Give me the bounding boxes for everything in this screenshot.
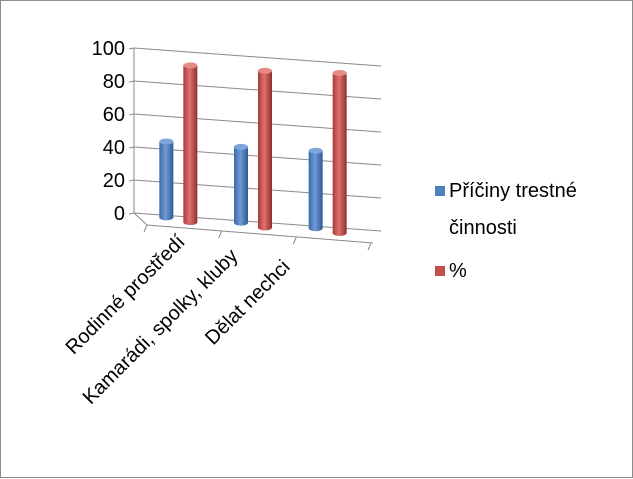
x-tick-mark <box>367 242 372 251</box>
bar-top <box>332 69 347 76</box>
bar-red-1 <box>258 70 272 228</box>
bar-base <box>332 229 347 236</box>
axes <box>128 47 374 251</box>
bars <box>159 62 347 236</box>
bar-top <box>183 62 198 69</box>
y-tick-labels: 0 20 40 60 80 100 <box>92 38 125 225</box>
legend-label-red: % <box>449 260 467 282</box>
y-tick-mark <box>128 113 135 116</box>
bar-red-0 <box>183 65 198 223</box>
y-tick-label: 60 <box>103 104 125 126</box>
floor-front-edge <box>146 224 374 244</box>
bar-base <box>183 219 198 226</box>
y-tick-label: 40 <box>103 137 125 159</box>
y-tick-label: 100 <box>92 38 125 60</box>
y-tick-label: 80 <box>103 71 125 93</box>
bar-base <box>159 214 174 221</box>
gridline-100 <box>133 47 382 67</box>
bar-red-2 <box>332 72 347 233</box>
floor-left-edge <box>133 212 148 226</box>
bar-top <box>308 147 323 154</box>
bar-blue-2 <box>308 150 323 229</box>
legend-swatch-blue <box>435 186 445 196</box>
bar-base <box>308 225 323 232</box>
x-tick-mark <box>143 224 148 233</box>
y-tick-label: 0 <box>114 203 125 225</box>
legend-label-blue-line1: Příčiny trestné <box>449 180 577 202</box>
legend-swatch-red <box>435 266 445 276</box>
bar-top <box>258 67 272 74</box>
bar-blue-0 <box>159 141 174 218</box>
y-tick-mark <box>128 80 135 83</box>
x-tick-mark <box>218 230 223 239</box>
y-tick-label: 20 <box>103 170 125 192</box>
x-tick-mark <box>292 236 297 245</box>
y-tick-mark <box>128 146 135 149</box>
y-tick-mark <box>128 47 135 50</box>
bar-top <box>234 143 248 150</box>
bar-base <box>258 224 272 231</box>
category-label: Rodinné prostředí <box>62 231 190 359</box>
bar-blue-1 <box>234 146 248 223</box>
bar-top <box>159 138 174 145</box>
legend: Příčiny trestné činnosti% <box>435 180 577 282</box>
y-tick-mark <box>128 212 135 215</box>
y-tick-mark <box>128 179 135 182</box>
legend-label-blue-line2: činnosti <box>449 217 517 239</box>
bar-base <box>234 219 248 226</box>
